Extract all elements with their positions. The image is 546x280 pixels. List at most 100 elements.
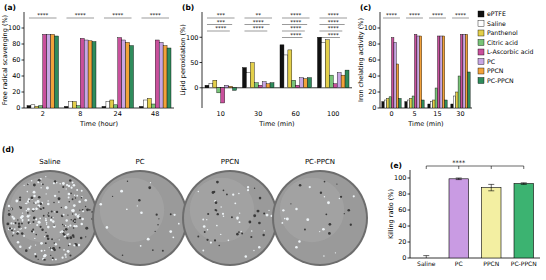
bar [387,98,389,108]
colony [74,220,75,221]
dish-label: PPCN [221,158,240,166]
bar [453,96,455,108]
y-tick [22,108,25,109]
bar [300,78,304,88]
bar [155,40,159,108]
colony [70,192,72,194]
colony [154,231,155,232]
colony [222,213,224,215]
dish-rim [182,170,278,266]
colony [50,255,51,256]
colony [69,254,71,256]
significance: **** [386,12,397,18]
colony [30,246,31,247]
colony [80,237,83,240]
colony [81,190,83,192]
colony [75,197,76,198]
tick-label: 80 [368,40,376,48]
marks [423,178,533,258]
colony [71,219,72,220]
colony [8,213,11,216]
colony [158,218,159,219]
colony [12,232,14,234]
colony [66,233,68,235]
dish-rim [92,170,188,266]
colony [253,250,254,251]
bar [321,42,325,87]
bar [325,40,329,88]
colony [72,182,74,184]
colony [73,225,75,227]
colony [68,185,70,187]
dish [94,172,186,264]
colony [20,206,23,209]
y-tick [378,92,381,93]
colony [58,201,60,203]
colony [231,216,233,218]
significance: **** [328,12,339,18]
colony [214,209,216,211]
colony [39,218,41,220]
colony [74,225,76,227]
significance: **** [432,12,443,18]
colony [22,233,24,235]
dish [274,172,366,264]
legend-entry: PC-PPCN [487,77,514,84]
bar [482,188,502,258]
colony [215,201,218,204]
colony [120,190,123,193]
colony [38,196,41,199]
colony [263,212,265,214]
colony [73,244,75,246]
colony [41,229,43,231]
colony [248,221,251,224]
marks [205,37,349,103]
colony [64,254,66,256]
colony [39,208,40,209]
colony [68,193,71,196]
colony [37,200,40,203]
significance: **** [215,25,226,31]
significance: **** [290,19,301,25]
colony [54,211,55,212]
colony [55,258,57,260]
y-tick [408,226,411,227]
colony [45,242,47,244]
bar [43,34,47,108]
significance: **** [290,12,301,18]
y-tick [378,44,381,45]
significance: **** [328,25,339,31]
colony [220,234,221,235]
colony [28,198,30,200]
bar [39,106,43,108]
x-tick-label: 15 [433,110,441,118]
bar [147,98,151,108]
bar [461,34,463,108]
colony [78,214,79,215]
x-tick-label: 100 [327,110,339,118]
marks [382,34,470,108]
bar [433,100,435,108]
y-tick [200,62,203,63]
colony [25,203,26,204]
colony [17,219,18,220]
colony [46,222,48,224]
colony [35,208,37,210]
colony [31,230,33,232]
colony [245,255,247,257]
bar [47,34,51,108]
colony [31,180,33,182]
colony [28,221,31,224]
colony [140,245,142,247]
bar [35,106,39,108]
y-tick [408,194,411,195]
colony [47,203,50,206]
colony [32,221,34,223]
colony [56,182,58,184]
colony [63,249,65,251]
colony [52,257,54,259]
colony [79,210,80,211]
bar [266,84,270,88]
colony [61,207,62,208]
colony [263,230,264,231]
